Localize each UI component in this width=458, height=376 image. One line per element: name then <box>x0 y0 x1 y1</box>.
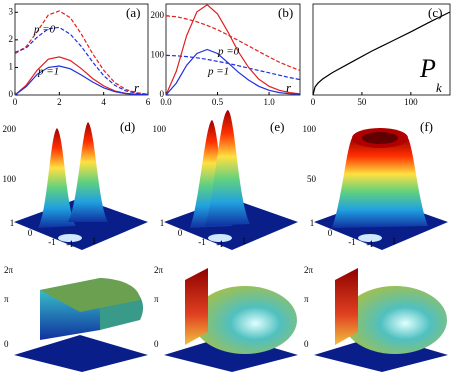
z-tick-label: 200 <box>3 124 17 134</box>
x-axis-label: r <box>286 80 292 95</box>
data-line <box>14 10 149 95</box>
y-tick-label: 0 <box>160 89 165 99</box>
base-tick-label: 0 <box>28 228 33 238</box>
y-tick-label: 200 <box>151 10 165 20</box>
x-axis-label: k <box>436 80 442 95</box>
phase-tick-label: 2π <box>304 265 314 275</box>
plot-frame <box>165 3 301 96</box>
y-axis-label: P <box>419 54 436 83</box>
annotation: p =0 <box>33 24 56 36</box>
panel-label: (c) <box>428 5 442 20</box>
base-tick-label: 0 <box>328 228 333 238</box>
x-tick-label: 2 <box>57 97 62 107</box>
base-tick-label: -1 <box>198 237 206 247</box>
annotation: p =0 <box>217 46 240 58</box>
data-line <box>165 15 301 72</box>
z-tick-label: 50 <box>307 174 317 184</box>
data-line <box>14 26 149 95</box>
surface-e <box>164 110 298 250</box>
x-tick-label: 50 <box>357 97 367 107</box>
x-tick-label: 0.0 <box>160 97 172 107</box>
phase-f <box>314 268 448 372</box>
annotation: p =1 <box>207 66 229 78</box>
data-line <box>14 65 149 96</box>
base-tick-label: 1 <box>310 218 315 228</box>
x-tick-label: 6 <box>146 97 151 107</box>
base-tick-label: -1 <box>348 237 356 247</box>
plot-frame <box>312 3 451 96</box>
phase-tick-label: 0 <box>4 339 9 349</box>
panel-label: (d) <box>120 119 135 134</box>
phase-tick-label: π <box>304 294 309 304</box>
data-line <box>165 48 301 96</box>
base-tick-label: -1 <box>366 239 374 249</box>
base-tick-label: -1 <box>48 237 56 247</box>
phase-tick-label: π <box>154 294 159 304</box>
x-tick-label: 4 <box>101 97 106 107</box>
panel-label: (b) <box>278 5 293 20</box>
base-tick-label: -1 <box>66 239 74 249</box>
z-tick-label: 100 <box>303 124 317 134</box>
phase-tick-label: π <box>4 294 9 304</box>
z-tick-label: 100 <box>153 124 167 134</box>
base-tick-label: 1 <box>160 218 165 228</box>
y-tick-label: 3 <box>9 6 14 16</box>
data-line <box>312 11 451 96</box>
panel-label: (e) <box>270 119 284 134</box>
phase-e <box>164 268 298 372</box>
surface-d <box>14 122 148 250</box>
data-line <box>165 4 301 96</box>
annotation: p =1 <box>37 66 59 78</box>
panel-label: (f) <box>420 119 433 134</box>
x-tick-label: 100 <box>404 97 418 107</box>
phase-tick-label: 2π <box>154 265 164 275</box>
base-tick-label: 0 <box>178 228 183 238</box>
phase-tick-label: 2π <box>4 265 14 275</box>
phase-tick-label: 0 <box>304 339 309 349</box>
x-tick-label: 0 <box>311 97 316 107</box>
base-tick-label: 1 <box>10 218 15 228</box>
x-tick-label: 0 <box>13 97 18 107</box>
surface-f <box>314 128 448 250</box>
base-tick-label: 1 <box>242 236 247 246</box>
panel-label: (a) <box>126 5 140 20</box>
x-axis-label: r <box>134 80 140 95</box>
phase-tick-label: 0 <box>154 339 159 349</box>
base-tick-label: -1 <box>216 239 224 249</box>
y-tick-label: 100 <box>151 49 165 59</box>
base-tick-label: 1 <box>92 236 97 246</box>
plot-frame <box>14 3 149 96</box>
base-tick-label: 1 <box>392 236 397 246</box>
data-line <box>165 54 301 81</box>
phase-d <box>14 278 148 372</box>
z-tick-label: 100 <box>3 174 17 184</box>
x-tick-label: 0.5 <box>212 97 224 107</box>
y-tick-label: 0 <box>9 89 14 99</box>
x-tick-label: 1.0 <box>263 97 275 107</box>
y-tick-label: 1 <box>9 61 14 71</box>
y-tick-label: 2 <box>9 34 14 44</box>
